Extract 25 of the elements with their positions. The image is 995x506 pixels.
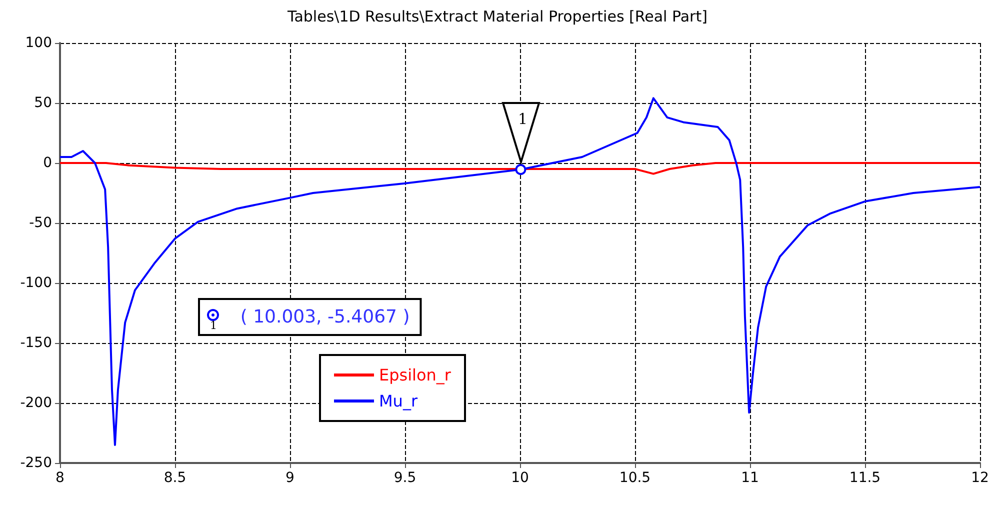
x-tick-label: 9: [286, 470, 294, 486]
x-tick-label: 8.5: [164, 470, 186, 486]
annotation: 1: [518, 110, 528, 128]
y-tick-label: 50: [34, 95, 52, 111]
line-series: [59, 97, 981, 446]
y-tick-label: -250: [20, 455, 52, 471]
triangle-marker-icon: 1: [500, 102, 541, 164]
x-tick-label: 8: [56, 470, 64, 486]
y-tick-label: -50: [29, 215, 52, 231]
x-tick-label: 10: [511, 470, 529, 486]
y-tick-label: 0: [43, 155, 52, 171]
x-tick-label: 12: [971, 470, 989, 486]
legend-label: Epsilon_r: [379, 366, 452, 384]
x-tick-label: 11.5: [849, 470, 881, 486]
annotation: ( 10.003, -5.4067 ): [240, 306, 410, 328]
y-tick-label: -200: [20, 395, 52, 411]
chart-title: Tables\1D Results\Extract Material Properties [Real Part]: [286, 8, 708, 26]
y-tick-label: 100: [25, 35, 52, 51]
line-series: [59, 162, 981, 175]
x-tick-label: 9.5: [394, 470, 416, 486]
x-tick-label: 10.5: [619, 470, 651, 486]
y-tick-label: -100: [20, 275, 52, 291]
legend-label: Mu_r: [379, 392, 418, 410]
y-tick-label: -150: [20, 335, 52, 351]
x-tick-label: 11: [741, 470, 759, 486]
